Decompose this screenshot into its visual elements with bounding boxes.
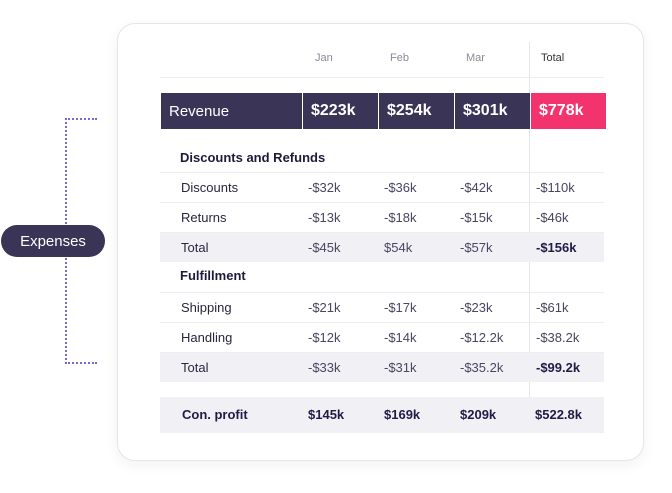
cell-feb: -$17k [384, 300, 417, 315]
total-column-divider [529, 42, 530, 397]
table-row: Handling -$12k -$14k -$12.2k -$38.2k [160, 322, 604, 352]
revenue-label: Revenue [161, 93, 303, 129]
section-title-fulfillment: Fulfillment [180, 268, 246, 283]
header-feb: Feb [390, 52, 409, 64]
cell-mar: -$15k [460, 210, 493, 225]
cell-feb: -$14k [384, 330, 417, 345]
cell-feb: $54k [384, 240, 413, 255]
table-row-total: Total -$45k $54k -$57k -$156k [160, 232, 604, 262]
cell-mar: -$23k [460, 300, 493, 315]
cell-feb: -$31k [384, 360, 417, 375]
table-row-total: Total -$33k -$31k -$35.2k -$99.2k [160, 352, 604, 382]
cell-jan: -$45k [308, 240, 341, 255]
revenue-row: Revenue $223k $254k $301k $778k [161, 93, 606, 129]
cell-jan: -$32k [308, 180, 341, 195]
cell-mar: -$35.2k [460, 360, 504, 375]
cell-total: -$38.2k [536, 330, 580, 345]
row-label: Handling [181, 330, 233, 345]
row-label: Shipping [181, 300, 232, 315]
table-row: Shipping -$21k -$17k -$23k -$61k [160, 292, 604, 322]
cell-total: -$156k [536, 240, 577, 255]
cell-jan: -$21k [308, 300, 341, 315]
profit-row: Con. profit $145k $169k $209k $522.8k [160, 397, 604, 433]
profit-total: $522.8k [535, 407, 582, 422]
cell-feb: -$18k [384, 210, 417, 225]
row-label: Returns [181, 210, 227, 225]
table-row: Discounts -$32k -$36k -$42k -$110k [160, 172, 604, 202]
cell-total: -$110k [536, 180, 575, 195]
row-label: Discounts [181, 180, 239, 195]
row-label: Total [181, 240, 209, 255]
cell-jan: -$12k [308, 330, 341, 345]
revenue-feb: $254k [379, 93, 455, 129]
expenses-label: Expenses [1, 225, 105, 257]
cell-total: -$46k [536, 210, 569, 225]
cell-feb: -$36k [384, 180, 417, 195]
revenue-total: $778k [531, 93, 606, 129]
profit-jan: $145k [308, 407, 345, 422]
header-divider [160, 77, 604, 78]
cell-mar: -$57k [460, 240, 493, 255]
header-total: Total [541, 52, 565, 64]
table-row: Returns -$13k -$18k -$15k -$46k [160, 202, 604, 232]
header-mar: Mar [466, 52, 485, 64]
revenue-mar: $301k [455, 93, 531, 129]
section-title-discounts: Discounts and Refunds [180, 150, 326, 165]
revenue-jan: $223k [303, 93, 379, 129]
cell-total: -$61k [536, 300, 569, 315]
profit-mar: $209k [460, 407, 497, 422]
header-jan: Jan [315, 52, 333, 64]
profit-feb: $169k [384, 407, 421, 422]
cell-mar: -$42k [460, 180, 493, 195]
cell-total: -$99.2k [536, 360, 581, 375]
row-label: Total [181, 360, 209, 375]
cell-jan: -$33k [308, 360, 341, 375]
cell-mar: -$12.2k [460, 330, 504, 345]
profit-label: Con. profit [182, 407, 248, 422]
cell-jan: -$13k [308, 210, 341, 225]
